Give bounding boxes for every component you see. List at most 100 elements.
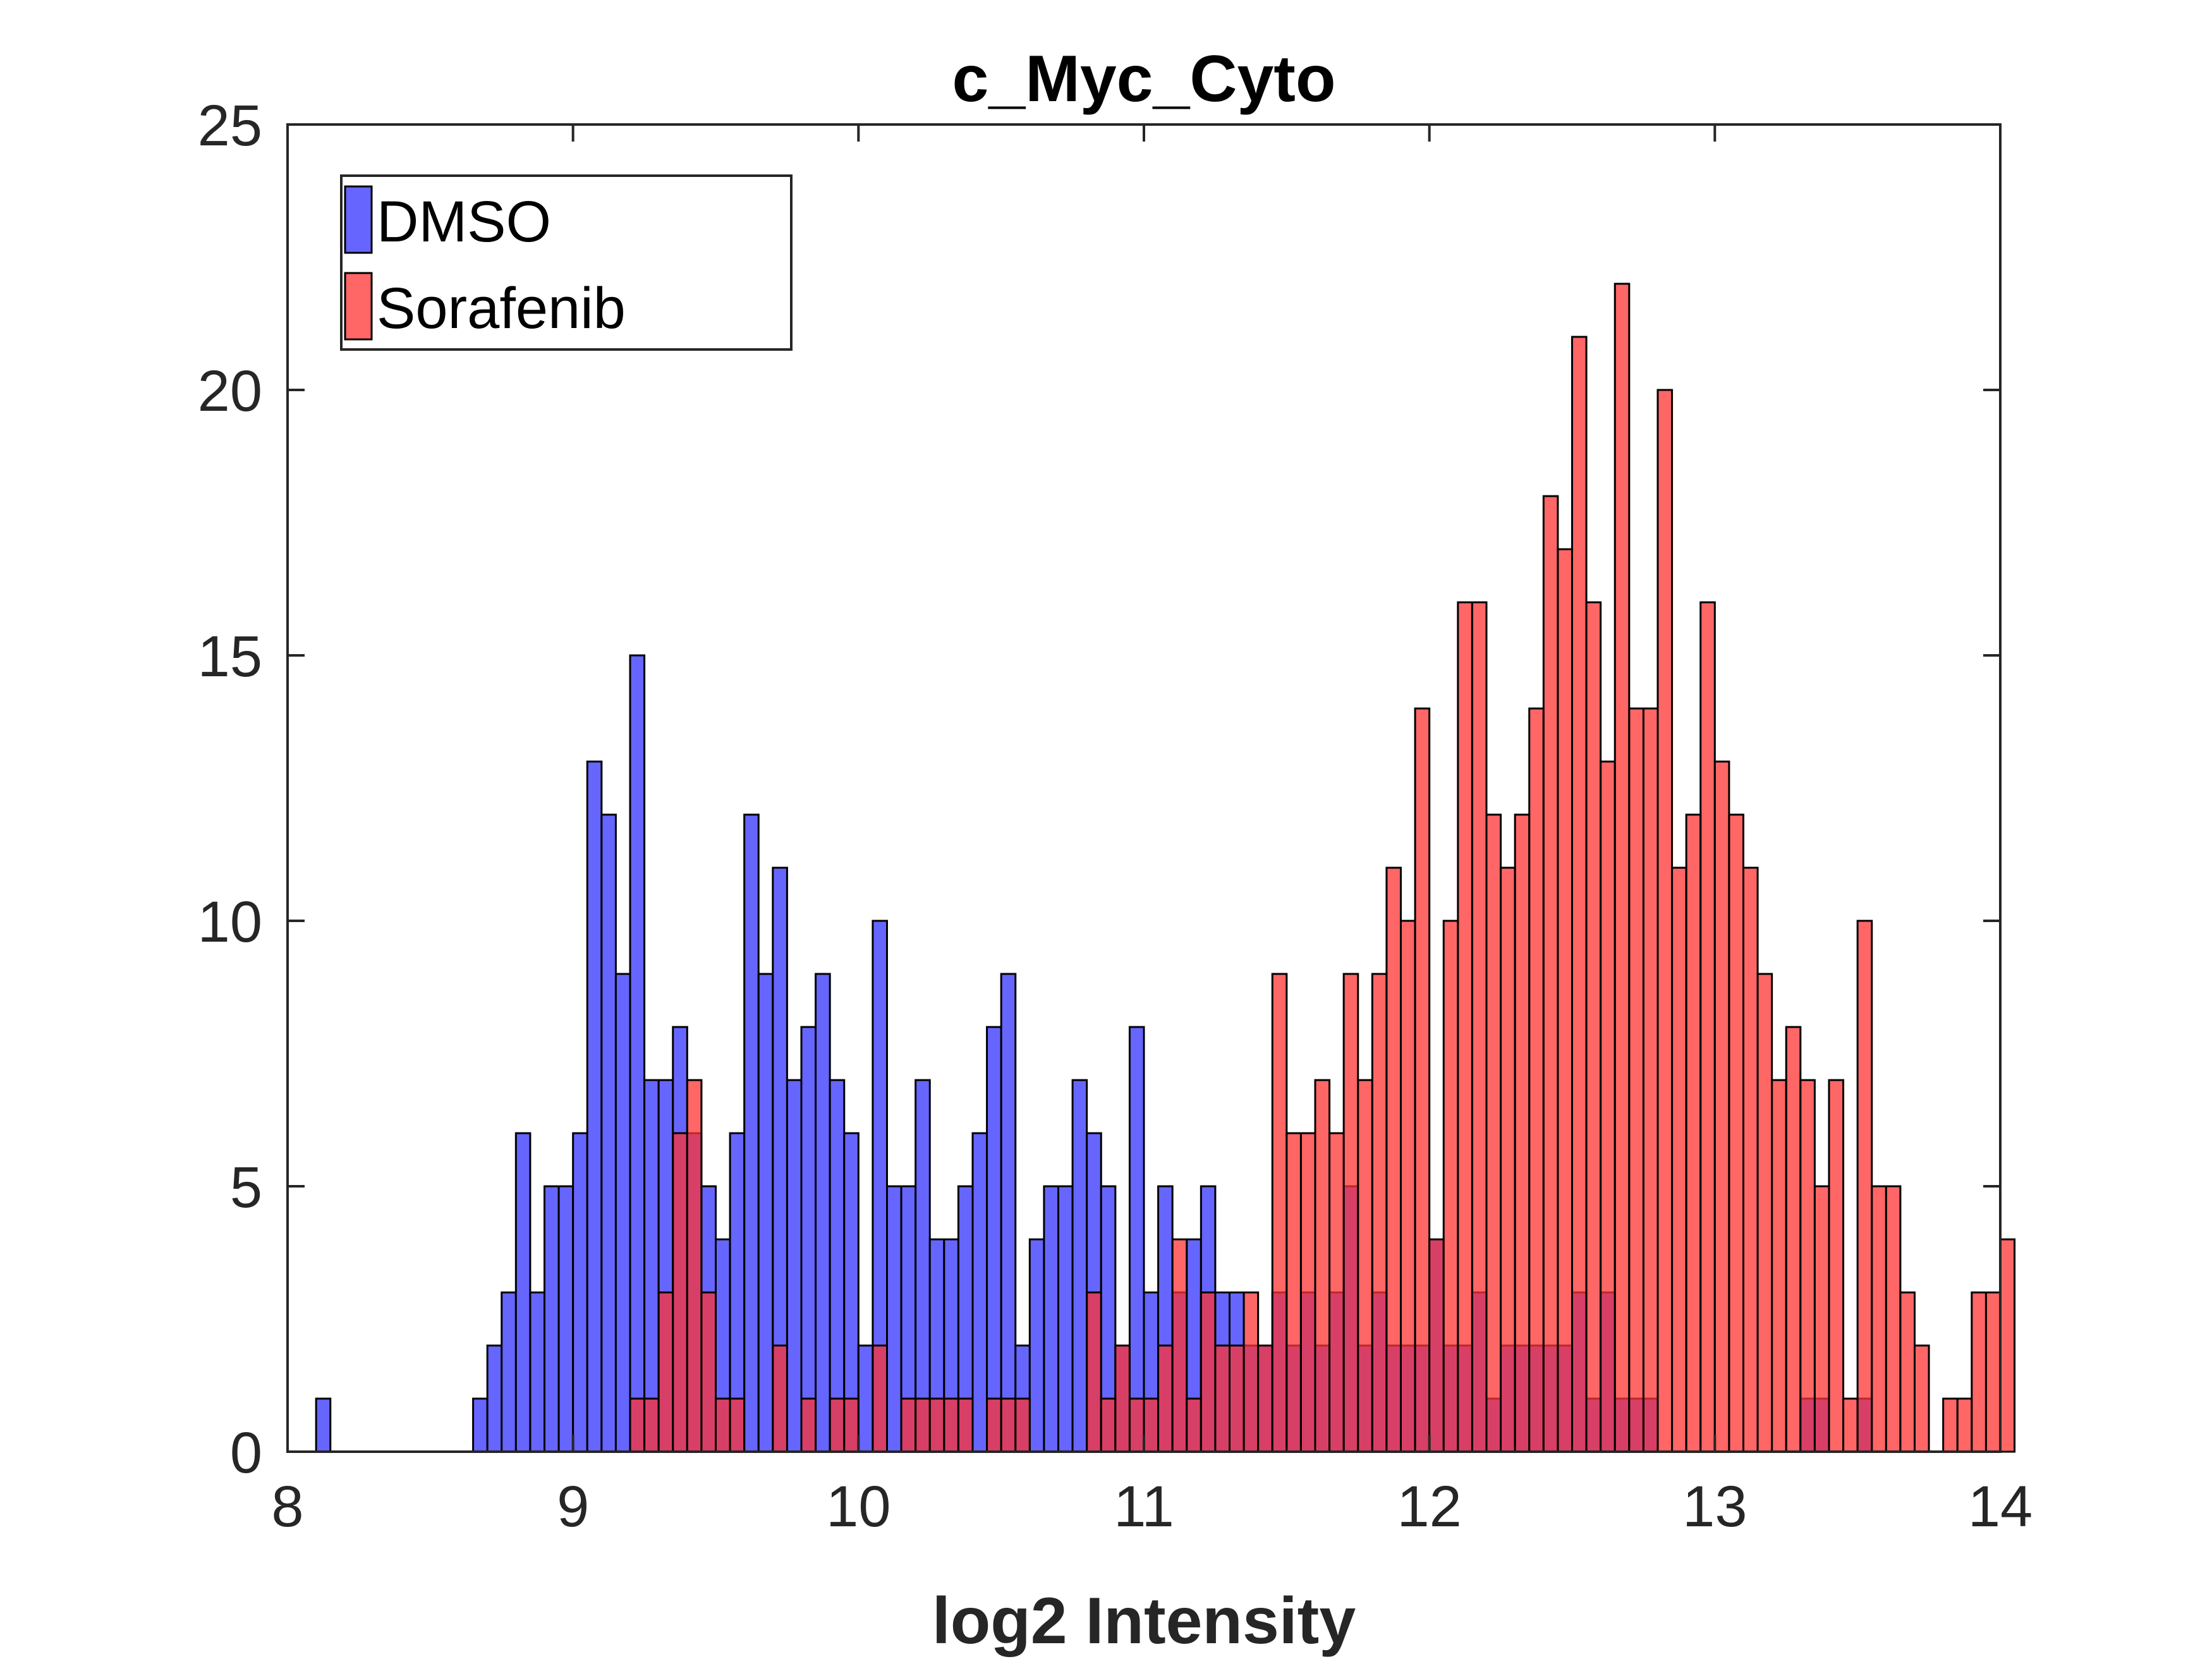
bar-sorafenib-78 xyxy=(1899,1291,1916,1453)
bar-sorafenib-1 xyxy=(643,1397,660,1453)
bar-dmso-40 xyxy=(1028,1238,1045,1453)
bar-sorafenib-28 xyxy=(1186,1397,1202,1453)
y-tick-label: 0 xyxy=(230,1421,262,1485)
bar-sorafenib-16 xyxy=(943,1397,959,1453)
bar-sorafenib-29 xyxy=(1200,1291,1217,1453)
bar-dmso-23 xyxy=(786,1079,803,1453)
bar-dmso-4 xyxy=(514,1132,532,1453)
bar-sorafenib-61 xyxy=(1656,389,1674,1453)
bar-sorafenib-74 xyxy=(1842,1397,1859,1453)
bar-sorafenib-54 xyxy=(1557,548,1573,1453)
bar-sorafenib-73 xyxy=(1828,1079,1845,1453)
x-tick-label: 8 xyxy=(271,1474,303,1539)
bar-sorafenib-21 xyxy=(1086,1291,1102,1453)
bar-sorafenib-7 xyxy=(729,1397,746,1453)
bar-dmso-36 xyxy=(971,1132,988,1453)
bar-sorafenib-41 xyxy=(1371,973,1388,1453)
bar-sorafenib-23 xyxy=(1114,1344,1131,1453)
chart-title: c_Myc_Cyto xyxy=(952,42,1336,116)
bar-sorafenib-63 xyxy=(1685,813,1702,1453)
bar-sorafenib-56 xyxy=(1585,601,1602,1453)
bar-sorafenib-82 xyxy=(1971,1291,1987,1453)
bar-sorafenib-26 xyxy=(1157,1344,1174,1453)
legend: DMSO Sorafenib xyxy=(340,174,793,351)
bar-sorafenib-25 xyxy=(1143,1397,1160,1453)
x-tick-label: 10 xyxy=(826,1474,890,1539)
bar-dmso-47 xyxy=(1128,1026,1145,1453)
bar-sorafenib-8 xyxy=(772,1344,788,1453)
bar-sorafenib-35 xyxy=(1285,1132,1302,1453)
bar-sorafenib-81 xyxy=(1956,1397,1973,1453)
bar-dmso-12 xyxy=(629,654,646,1453)
bar-dmso-3 xyxy=(501,1291,517,1453)
x-tick-label: 9 xyxy=(557,1474,589,1539)
bar-dmso-6 xyxy=(544,1185,560,1453)
bar-dmso-0 xyxy=(315,1397,332,1453)
bar-sorafenib-36 xyxy=(1299,1132,1316,1453)
bar-sorafenib-14 xyxy=(915,1397,931,1453)
bar-dmso-42 xyxy=(1057,1185,1074,1453)
bar-dmso-21 xyxy=(757,973,774,1453)
bar-dmso-11 xyxy=(614,973,631,1453)
bar-sorafenib-40 xyxy=(1357,1079,1373,1453)
legend-label-dmso: DMSO xyxy=(377,190,551,254)
bar-sorafenib-11 xyxy=(843,1397,860,1453)
bar-sorafenib-57 xyxy=(1600,760,1616,1453)
legend-swatch-sorafenib xyxy=(344,272,373,341)
bar-sorafenib-59 xyxy=(1628,707,1644,1453)
bar-sorafenib-38 xyxy=(1328,1132,1345,1453)
bar-sorafenib-19 xyxy=(1000,1397,1017,1453)
bar-sorafenib-48 xyxy=(1471,601,1488,1453)
bar-dmso-5 xyxy=(529,1291,545,1453)
bar-sorafenib-32 xyxy=(1243,1291,1260,1453)
bar-dmso-9 xyxy=(586,760,603,1453)
legend-box xyxy=(340,174,793,351)
bar-sorafenib-27 xyxy=(1171,1238,1188,1453)
y-tick-label: 20 xyxy=(198,359,262,423)
bar-sorafenib-45 xyxy=(1428,1238,1445,1453)
bar-sorafenib-52 xyxy=(1528,707,1545,1453)
bar-sorafenib-17 xyxy=(957,1397,974,1453)
bar-sorafenib-22 xyxy=(1100,1397,1117,1453)
bar-sorafenib-2 xyxy=(657,1291,674,1453)
legend-label-sorafenib: Sorafenib xyxy=(377,276,626,341)
bar-dmso-30 xyxy=(886,1185,902,1453)
bar-sorafenib-43 xyxy=(1400,920,1416,1453)
tick-labels-layer: 8 9 10 11 12 13 14 0 5 10 15 20 25 xyxy=(198,94,2033,1539)
x-tick-label: 11 xyxy=(1114,1474,1174,1539)
bar-dmso-13 xyxy=(643,1079,660,1453)
bar-sorafenib-67 xyxy=(1742,866,1759,1453)
bar-sorafenib-30 xyxy=(1214,1344,1231,1453)
bar-dmso-43 xyxy=(1071,1079,1088,1453)
bar-sorafenib-4 xyxy=(686,1079,703,1453)
bar-sorafenib-18 xyxy=(986,1397,1002,1453)
bar-sorafenib-69 xyxy=(1771,1079,1787,1453)
bar-sorafenib-33 xyxy=(1257,1344,1273,1453)
bar-dmso-7 xyxy=(557,1185,574,1453)
bar-sorafenib-50 xyxy=(1500,866,1516,1453)
bar-sorafenib-65 xyxy=(1713,760,1730,1453)
bar-sorafenib-72 xyxy=(1813,1185,1830,1453)
bar-dmso-25 xyxy=(815,973,831,1453)
bar-sorafenib-3 xyxy=(672,1132,688,1453)
bar-sorafenib-55 xyxy=(1571,336,1588,1453)
bar-sorafenib-20 xyxy=(1014,1397,1031,1453)
bar-sorafenib-10 xyxy=(829,1397,846,1453)
bar-sorafenib-76 xyxy=(1871,1185,1887,1453)
bar-dmso-41 xyxy=(1043,1185,1060,1453)
bar-sorafenib-5 xyxy=(700,1291,717,1453)
bar-dmso-32 xyxy=(915,1079,931,1453)
bar-sorafenib-39 xyxy=(1342,973,1359,1453)
bar-sorafenib-37 xyxy=(1314,1079,1331,1453)
bar-sorafenib-80 xyxy=(1942,1397,1959,1453)
bar-sorafenib-9 xyxy=(800,1397,817,1453)
bar-sorafenib-68 xyxy=(1756,973,1773,1453)
bar-dmso-28 xyxy=(857,1344,874,1453)
x-tick-label: 12 xyxy=(1397,1474,1461,1539)
bar-dmso-37 xyxy=(986,1026,1002,1453)
bar-sorafenib-6 xyxy=(715,1397,731,1453)
bar-sorafenib-62 xyxy=(1671,866,1687,1453)
axes-box xyxy=(286,123,2002,1453)
bar-sorafenib-58 xyxy=(1613,283,1631,1453)
